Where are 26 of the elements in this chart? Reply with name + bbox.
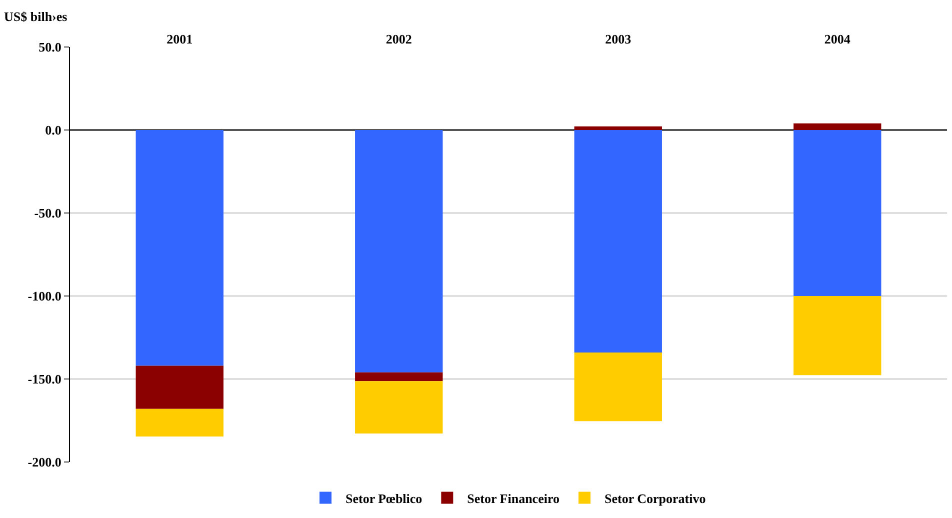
legend-label: Setor Corporativo [604, 490, 706, 506]
bar [574, 126, 662, 130]
x-tick-label: 2003 [605, 31, 632, 46]
x-tick-label: 2004 [824, 31, 851, 46]
bar [136, 408, 224, 436]
bar [574, 352, 662, 422]
y-tick-label: -200.0 [28, 454, 62, 470]
bar [355, 372, 443, 382]
y-tick-label: 0.0 [45, 122, 62, 138]
bar [136, 130, 224, 366]
legend-label: Setor Financeiro [467, 490, 560, 506]
bar [136, 366, 224, 409]
y-tick-label: -150.0 [28, 372, 62, 387]
y-tick-label: -50.0 [34, 206, 62, 221]
x-tick-label: 2002 [386, 31, 412, 46]
bar [794, 130, 882, 296]
legend-label: Setor Pœblico [346, 490, 422, 506]
bar [794, 123, 882, 130]
bar [794, 296, 882, 376]
y-tick-label: 50.0 [38, 40, 62, 55]
bar [355, 381, 443, 434]
bar [355, 130, 443, 372]
y-tick-label: -100.0 [28, 288, 62, 304]
y-axis-title: US$ bilh›es [4, 9, 68, 24]
bar [574, 130, 662, 352]
x-tick-label: 2001 [166, 31, 193, 46]
